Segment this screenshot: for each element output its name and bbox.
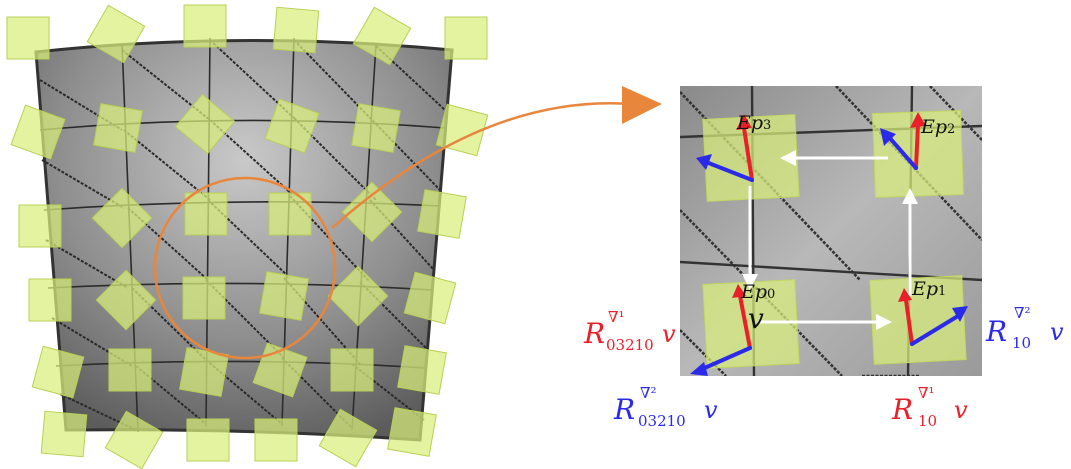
tangent-patch [272,6,320,54]
tangent-patch [18,204,62,248]
tangent-patches [6,4,489,469]
label-red-transport-03210: R ∇¹ 03210 v [584,308,676,354]
tangent-patch [330,348,374,392]
zoom-arrow [331,101,633,229]
tangent-patch [93,103,143,153]
tangent-patch [183,4,227,48]
label-red-transport-10: R ∇¹ 10 v [892,384,968,430]
tangent-patch [397,345,447,395]
label-blue-transport-10: R ∇² 10 v [986,304,1064,352]
tangent-patch [387,407,437,457]
tangent-patch [104,410,164,469]
tangent-patch [31,345,85,399]
tangent-patch [182,276,226,320]
tangent-patch [417,189,467,239]
tangent-patch [95,269,157,331]
tangent-patch [186,418,230,462]
tangent-patch [254,418,298,462]
tangent-patch [318,408,378,468]
tangent-patch [174,93,236,155]
tangent-patch [444,16,488,60]
tangent-patch [108,348,152,392]
label-blue-transport-03210: R ∇² 03210 v [614,384,718,430]
tangent-patch [184,192,228,236]
tangent-patch [86,4,146,64]
tangent-patch [259,271,309,321]
zoom-arrow-head [622,86,662,124]
label-ep0: Ep0 [741,281,776,303]
zoom-region-circle [153,176,337,360]
tangent-patch [327,265,389,327]
tangent-patch [10,104,66,160]
label-ep1: Ep1 [912,278,947,300]
tangent-patch [351,103,401,153]
tangent-patch [403,271,457,325]
tangent-patch [341,181,403,243]
tangent-patch [179,347,229,397]
tangent-patch [352,6,412,66]
tangent-patch [28,278,72,322]
tangent-patch [264,98,320,154]
tangent-patch [40,410,88,458]
label-ep3: Ep3 [737,112,772,134]
label-vector-v: v [748,302,764,335]
tangent-patch [6,16,50,60]
label-ep2: Ep2 [921,116,956,138]
tangent-patch [435,103,489,157]
tangent-patch [91,187,153,249]
zoom-panel [680,86,982,376]
mesh-surface [34,37,454,442]
